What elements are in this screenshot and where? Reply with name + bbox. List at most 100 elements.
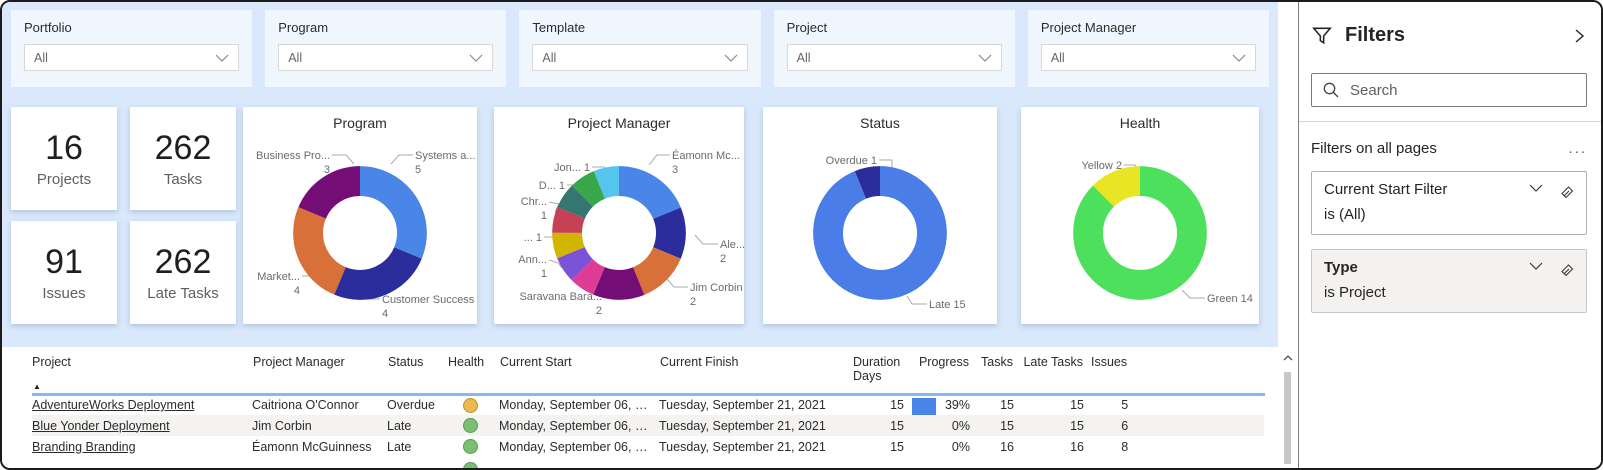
donut-ring[interactable] [1068,161,1212,305]
donut-slice[interactable] [293,166,427,300]
table-header-row: Project ▲ Project Manager Status Health C… [32,352,1266,396]
kpi-label: Projects [36,171,92,188]
donut-slice[interactable] [552,166,686,300]
current-finish-cell [659,457,852,468]
donut-slice[interactable] [293,166,427,300]
column-header-current-finish[interactable]: Current Finish [659,352,853,396]
project-dropdown[interactable]: All [786,44,1002,71]
filter-condition: is Project [1324,284,1386,301]
column-header-current-start[interactable]: Current Start [499,352,660,396]
filter-name: Current Start Filter [1324,181,1448,198]
tasks-cell: 15 [1000,418,1014,433]
kpi-projects: 16 Projects [11,107,117,210]
slice-label: ... 1 [523,232,542,244]
more-options-button[interactable]: ... [1568,140,1587,157]
program-donut-chart: Program Business Pro... 3 Systems a... 5 M… [243,107,477,324]
donut-slice[interactable] [813,166,947,300]
project-link[interactable]: Blue Yonder Deployment [32,418,170,433]
search-icon [1322,81,1340,99]
slicer-project-manager: Project Manager All [1027,10,1270,87]
table-row[interactable] [32,457,1264,468]
table-row[interactable]: Blue Yonder Deployment Jim Corbin Late Mond… [32,415,1265,436]
status-donut-chart: Status Overdue 1 Late 15 [763,107,997,324]
project-link[interactable]: AdventureWorks Deployment [32,398,195,413]
program-dropdown[interactable]: All [278,44,494,71]
funnel-icon [1311,25,1333,47]
current-start-cell: Monday, September 06, … [499,418,648,433]
project-cell [32,457,252,468]
column-header-late-tasks[interactable]: Late Tasks [1020,352,1091,396]
project-link[interactable]: Branding Branding [32,439,136,454]
column-header-progress[interactable]: Progress [910,352,977,396]
column-header-status[interactable]: Status [387,352,448,396]
kpi-label: Issues [42,285,86,302]
portfolio-dropdown[interactable]: All [24,44,240,71]
donut-slice[interactable] [293,166,427,300]
duration-cell: 15 [890,398,904,413]
health-cell [447,457,499,468]
donut-slice[interactable] [552,166,686,300]
donut-ring[interactable] [288,161,432,305]
donut-ring[interactable] [808,161,952,305]
chevron-down-icon [724,54,738,62]
dropdown-value: All [796,50,811,65]
chevron-down-icon[interactable] [1528,183,1544,201]
slice-label: Ann... 1 [518,254,547,280]
column-header-tasks[interactable]: Tasks [976,352,1021,396]
table-row[interactable]: AdventureWorks Deployment Caitriona O'Con… [32,394,1264,415]
slicer-label: Program [278,20,329,35]
donut-ring[interactable] [547,161,691,305]
slicer-portfolio: Portfolio All [11,10,253,87]
project-cell: Blue Yonder Deployment [32,415,252,436]
filters-on-all-pages-section: Filters on all pages ... [1311,140,1587,157]
chevron-right-icon[interactable] [1571,27,1587,45]
donut-slice[interactable] [813,166,947,300]
divider [1299,121,1601,122]
issues-cell: 6 [1121,418,1129,433]
filter-condition: is (All) [1324,206,1366,223]
scroll-up-arrow[interactable] [1282,354,1294,361]
chevron-down-icon [1232,54,1246,62]
chevron-down-icon[interactable] [1528,261,1544,279]
table-row[interactable]: Branding Branding Éamonn McGuinness Late Mo… [32,436,1264,457]
manager-cell: Caitriona O'Connor [252,398,359,413]
filter-card-current-start[interactable]: Current Start Filter is (All) [1311,171,1587,235]
current-start-cell: Monday, September 06, … [499,398,648,413]
scrollbar-thumb[interactable] [1284,372,1291,464]
template-dropdown[interactable]: All [532,44,748,71]
health-indicator-dot [462,418,478,434]
filter-pane: Filters Filters on all pages ... Current… [1299,2,1601,468]
column-header-health[interactable]: Health [447,352,500,396]
column-header-issues[interactable]: Issues [1090,352,1136,396]
filter-search-input[interactable] [1350,81,1576,99]
eraser-icon[interactable] [1558,261,1576,279]
health-indicator-dot [462,462,478,468]
duration-cell: 15 [890,418,904,433]
dropdown-value: All [34,50,48,65]
late-tasks-cell: 16 [1070,439,1084,454]
current-start-cell: Monday, September 06, … [499,439,648,454]
sort-ascending-icon: ▲ [33,381,41,391]
column-header-project-manager[interactable]: Project Manager [252,352,388,396]
project-cell: Branding Branding [32,436,252,457]
progress-cell [910,457,976,468]
section-label: Filters on all pages [1311,140,1437,157]
column-header-project[interactable]: Project ▲ [32,352,253,396]
donut-slice[interactable] [1073,166,1207,300]
eraser-icon[interactable] [1558,183,1576,201]
project-manager-dropdown[interactable]: All [1040,44,1257,71]
health-cell [447,436,499,457]
slice-label: Jon... 1 [553,162,590,174]
column-header-duration-days[interactable]: Duration Days [852,352,911,396]
project-table: Project ▲ Project Manager Status Health C… [2,347,1278,468]
health-indicator-dot [462,439,478,455]
kpi-value: 262 [154,129,212,167]
chevron-down-icon [469,54,483,62]
slice-label: Customer Success 4 [382,294,475,320]
filter-card-type[interactable]: Type is Project [1311,249,1587,313]
donut-slice[interactable] [552,166,686,300]
donut-slice[interactable] [1073,166,1207,300]
donut-slice[interactable] [552,166,686,300]
cards-row: 16 Projects 262 Tasks 91 Issues 262 Late… [11,107,1278,324]
